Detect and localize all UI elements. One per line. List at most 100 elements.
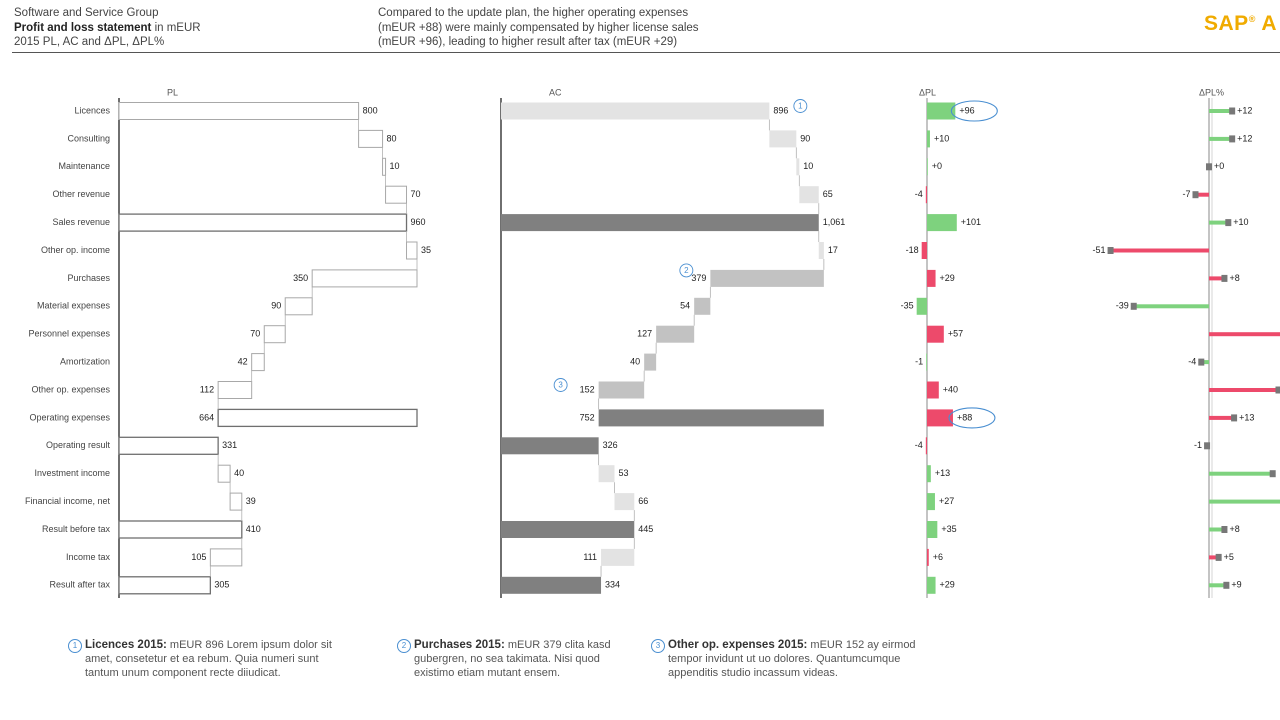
dplp-marker-result-after-tax [1223,581,1230,589]
pl-bar-maintenance [382,157,387,176]
dpl-value-label-material-expenses: -35 [901,301,914,311]
pl-bar-result-after-tax [118,576,211,595]
category-label-licences: Licences [74,105,110,115]
dplp-pin-income-tax [1209,555,1219,560]
statement-title: Profit and loss statement [14,21,152,34]
ac-callout-circle-3 [553,378,568,392]
pl-bar-amortization [251,353,265,372]
statement-unit: in mEUR [151,21,201,34]
pl-bar-licences [118,102,360,120]
dplp-marker-investment-income [1269,470,1276,478]
dplp-value-label-result-before-tax: +8 [1229,524,1239,534]
category-label-consulting: Consulting [67,133,110,143]
category-label-maintenance: Maintenance [58,161,110,171]
ac-value-label-financial-income-net: 66 [638,496,648,506]
footnote-1: 1 Licences 2015: mEUR 896 Lorem ipsum do… [68,638,343,680]
pl-value-label-sales-revenue: 960 [411,217,426,227]
dplp-pin-result-before-tax [1209,527,1225,532]
pl-bar-financial-income-net [229,492,243,511]
dplp-marker-operating-expenses [1231,414,1238,422]
dplp-value-label-operating-expenses: +13 [1239,412,1254,422]
report-header: Software and Service Group Profit and lo… [14,6,201,50]
pl-bar-operating-result [118,436,219,455]
dplp-marker-sales-revenue [1225,219,1232,227]
dplp-pin-other-op-expenses [1209,388,1279,392]
dpl-value-label-investment-income: +13 [935,468,950,478]
pl-bar-other-op-expenses [217,381,253,399]
dplp-pin-sales-revenue [1209,220,1229,225]
dplp-value-label-operating-result: -1 [1194,440,1202,450]
dpl-bar-sales-revenue [927,214,957,232]
dplp-value-label-result-after-tax: +9 [1231,580,1241,590]
footnote-title-2: Purchases 2015: [414,639,505,651]
dplp-pin-other-op-income [1110,248,1209,253]
dpl-bar-financial-income-net [927,493,935,511]
dplp-pin-personnel-expenses [1209,332,1280,337]
category-label-financial-income-net: Financial income, net [25,496,111,506]
ac-bar-operating-expenses [598,409,824,427]
footnote-number-1: 1 [68,639,82,653]
pl-bar-purchases [311,269,418,288]
dplp-value-label-other-op-income: -51 [1093,245,1106,255]
ac-value-label-result-before-tax: 445 [638,524,653,534]
ac-value-label-operating-result: 326 [603,440,618,450]
ac-value-label-income-tax: 111 [583,552,597,562]
ac-callout-number-1: 1 [798,102,803,111]
dpl-bar-amortization [926,353,927,371]
header-divider [12,52,1280,53]
dpl-value-label-other-revenue: -4 [915,189,923,199]
dplp-marker-operating-result [1204,442,1211,450]
logo-registered-mark: ® [1248,14,1256,24]
pl-value-label-other-op-expenses: 112 [200,384,214,394]
category-label-other-revenue: Other revenue [52,189,110,199]
ac-bar-investment-income [598,465,615,483]
pl-value-label-other-revenue: 70 [411,189,421,199]
dpl-value-label-personnel-expenses: +57 [948,329,963,339]
dpl-value-label-consulting: +10 [934,133,949,143]
ac-bar-financial-income-net [614,493,635,511]
category-label-operating-result: Operating result [46,440,111,450]
ac-value-label-operating-expenses: 752 [580,412,595,422]
dplp-value-label-other-revenue: -7 [1182,189,1190,199]
dplp-pin-financial-income-net [1209,499,1280,504]
dpl-value-label-purchases: +29 [940,273,955,283]
ac-bar-other-revenue [799,186,819,204]
dpl-bar-result-before-tax [927,521,938,538]
dplp-pin-material-expenses [1133,304,1209,309]
dpl-bar-personnel-expenses [927,325,944,343]
ac-callout-number-3: 3 [558,381,563,390]
pl-bar-investment-income [217,464,231,483]
footnote-title-1: Licences 2015: [85,639,167,651]
dpl-value-label-maintenance: +0 [932,161,942,171]
category-label-personnel-expenses: Personnel expenses [28,329,110,339]
sap-logo: SAP® A [1204,12,1277,36]
logo-trailing-text: A [1261,12,1278,35]
ac-value-label-amortization: 40 [630,356,640,366]
category-label-result-after-tax: Result after tax [49,580,110,590]
dpl-highlight-ellipse-licences [950,100,998,122]
dplp-value-label-amortization: -4 [1188,356,1196,366]
ac-value-label-maintenance: 10 [803,161,813,171]
ac-value-label-personnel-expenses: 127 [637,329,652,339]
footnote-number-3: 3 [651,639,665,653]
dplp-value-label-material-expenses: -39 [1116,301,1129,311]
pl-column-title: PL [167,87,178,97]
pl-value-label-other-op-income: 35 [421,245,431,255]
pl-bar-material-expenses [284,297,313,316]
pl-bar-personnel-expenses [263,325,286,344]
dpl-bar-income-tax [927,548,929,566]
footnote-text-1: mEUR 896 Lorem ipsum dolor sit amet, con… [85,639,332,679]
dplp-pin-licences [1209,109,1233,113]
ac-callout-circle-1 [793,99,808,113]
ac-callout-number-2: 2 [684,266,689,275]
pl-value-label-financial-income-net: 39 [246,496,256,506]
ac-bar-other-op-income [818,242,824,259]
dplp-value-label-income-tax: +5 [1224,552,1234,562]
ac-value-label-other-revenue: 65 [823,189,833,199]
dplp-value-label-sales-revenue: +10 [1233,217,1248,227]
dpl-bar-result-after-tax [927,576,936,594]
footnote-text-2: mEUR 379 clita kasd gubergren, no sea ta… [414,639,611,679]
ac-value-label-result-after-tax: 334 [605,580,620,590]
ac-value-label-purchases: 379 [691,273,706,283]
ac-bar-material-expenses [694,297,711,315]
